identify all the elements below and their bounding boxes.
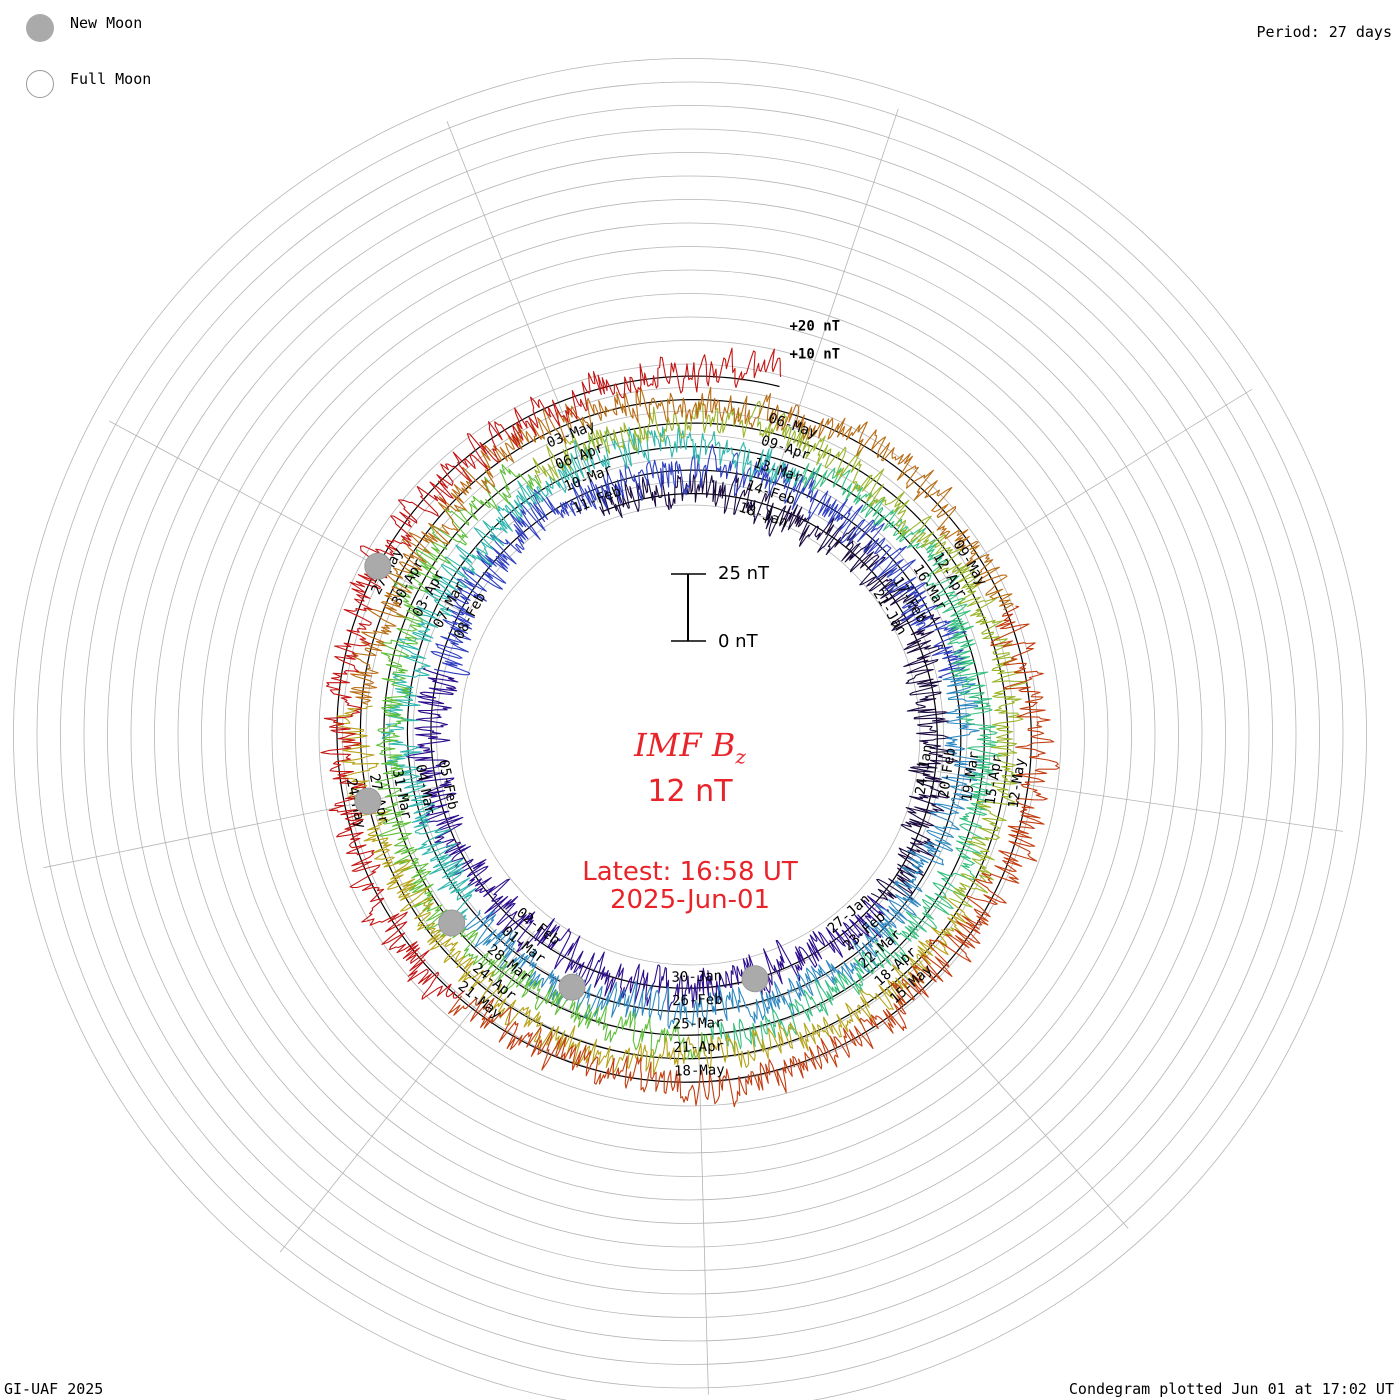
new-moon-marker: [741, 965, 769, 993]
legend-full-moon: Full Moon: [26, 70, 151, 98]
ring-value-label: +10 nT: [790, 347, 841, 363]
date-label: 15-Apr: [982, 754, 1005, 806]
grid-spoke: [768, 108, 899, 498]
new-moon-label: New Moon: [70, 14, 143, 32]
trace-segment-11: [448, 605, 1060, 1108]
latest-block: Latest: 16:58 UT 2025-Jun-01: [490, 858, 890, 914]
grid-ring: [177, 222, 1203, 1248]
period-label: Period: 27 days: [1256, 23, 1392, 41]
date-label: 26-Feb: [672, 992, 723, 1009]
legend-new-moon: New Moon: [26, 14, 142, 42]
grid-ring: [83, 128, 1297, 1342]
scale-top-label: 25 nT: [718, 563, 770, 584]
scale-bar: [671, 573, 706, 642]
grid-ring: [13, 58, 1367, 1400]
chart-title: IMF Bz: [490, 726, 890, 768]
trace-segment-2: [405, 667, 890, 1013]
latest-time: Latest: 16:58 UT: [582, 857, 798, 887]
grid-layer: [13, 58, 1367, 1400]
grid-ring: [36, 81, 1344, 1389]
grid-spoke: [109, 420, 471, 617]
ring-value-label: +20 nT: [790, 319, 841, 335]
full-moon-label: Full Moon: [70, 70, 152, 88]
grid-ring: [318, 363, 1062, 1107]
new-moon-marker: [558, 973, 586, 1001]
moon-layer: [354, 552, 769, 1001]
chart-title-sub: z: [735, 744, 746, 769]
date-label: 12-May: [1006, 757, 1029, 809]
trace-segment-8: [532, 400, 1028, 908]
grid-ring: [224, 269, 1156, 1201]
new-moon-marker: [354, 787, 382, 815]
new-moon-marker: [438, 909, 466, 937]
trace-segment-6: [708, 462, 1002, 1054]
date-label: 24-Jan: [913, 743, 936, 795]
grid-ring: [459, 504, 921, 966]
date-label: 18-May: [674, 1062, 725, 1079]
plotted-label: Condegram plotted Jun 01 at 17:02 UT: [1068, 1380, 1394, 1398]
scale-bottom-label: 0 nT: [718, 631, 758, 652]
current-value: 12 nT: [647, 774, 733, 809]
grid-ring: [248, 293, 1132, 1177]
full-moon-icon: [26, 70, 54, 98]
date-label: 25-Mar: [673, 1015, 724, 1032]
latest-date: 2025-Jun-01: [609, 885, 771, 915]
chart-title-main: IMF B: [634, 726, 736, 764]
grid-ring: [130, 175, 1250, 1295]
trace-layer: [320, 347, 1060, 1108]
grid-ring: [154, 199, 1226, 1271]
date-label: 30-Jan: [671, 968, 722, 985]
date-label: 21-Apr: [673, 1039, 724, 1056]
trace-segment-7: [375, 464, 710, 1060]
new-moon-marker: [364, 552, 392, 580]
credit-label: GI-UAF 2025: [4, 1380, 104, 1398]
trace-segment-5: [381, 424, 803, 922]
trace-segment-3: [430, 444, 968, 679]
grid-ring: [201, 246, 1179, 1224]
new-moon-icon: [26, 14, 54, 42]
date-label: 20-Feb: [936, 747, 959, 799]
grid-ring: [60, 105, 1320, 1365]
date-label: 05-Feb: [435, 758, 461, 811]
trace-segment-10: [349, 386, 1014, 706]
grid-spoke: [279, 930, 536, 1253]
grid-ring: [295, 340, 1085, 1130]
date-label: 19-Mar: [959, 750, 982, 802]
trace-segment-1: [597, 468, 960, 901]
grid-ring: [107, 152, 1273, 1318]
grid-ring: [271, 316, 1109, 1154]
